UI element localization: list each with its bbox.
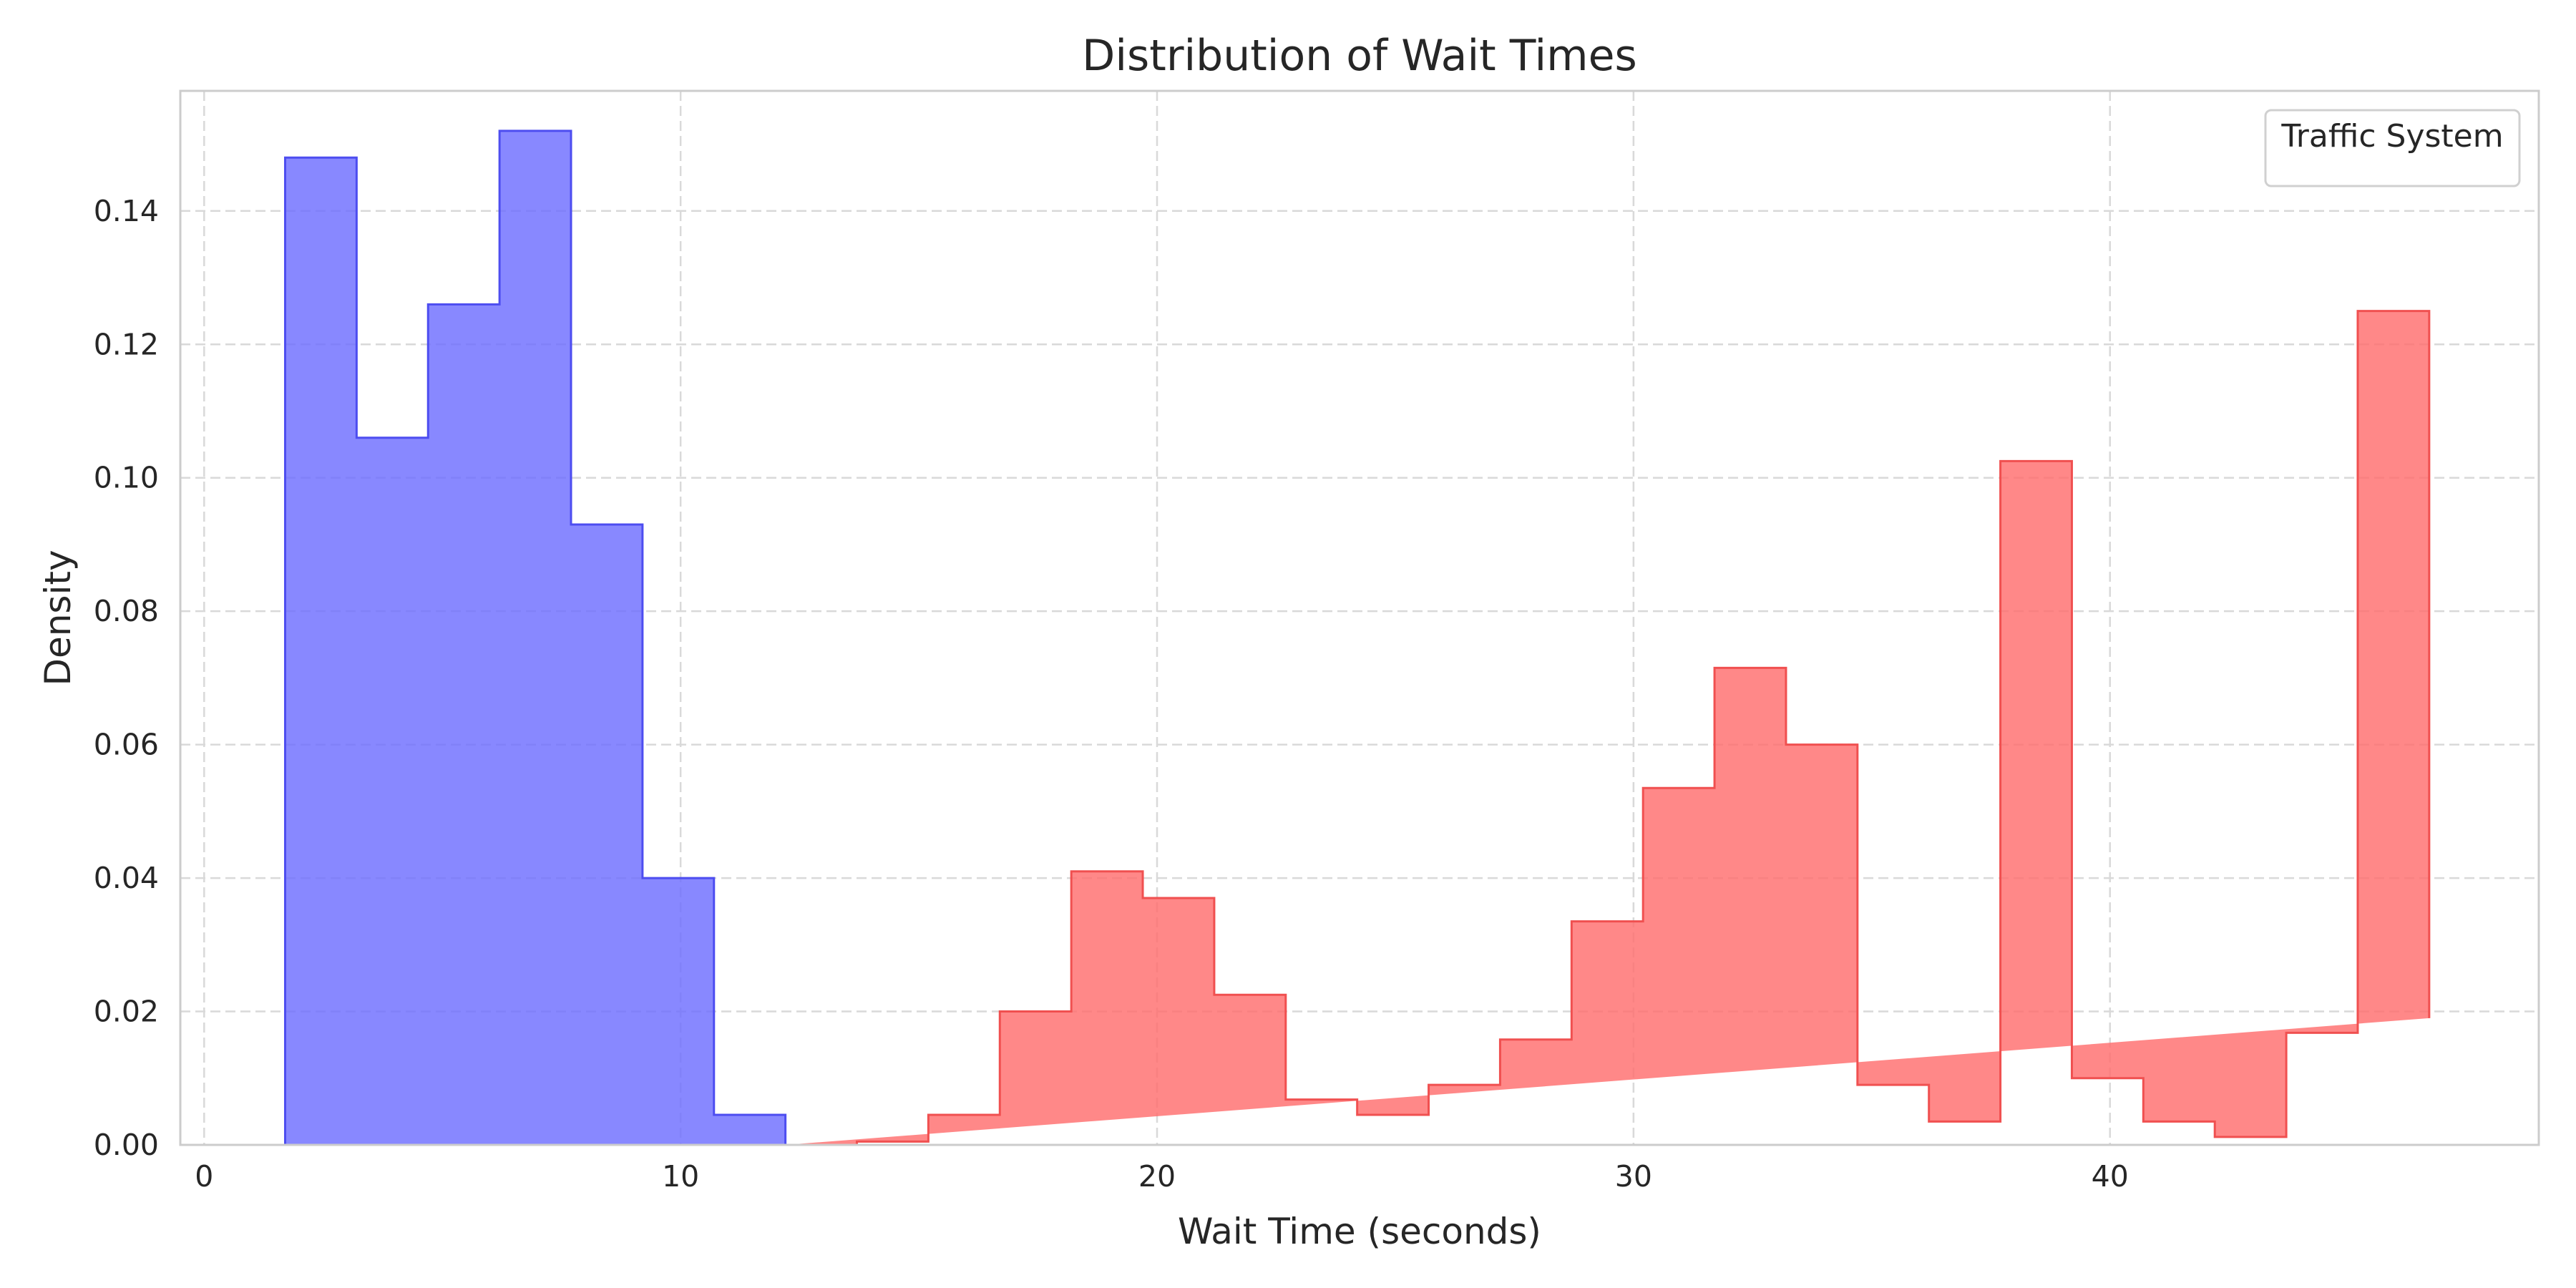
y-axis-label: Density xyxy=(37,550,79,686)
x-axis-label: Wait Time (seconds) xyxy=(1178,1211,1541,1252)
legend-title: Traffic System xyxy=(2280,118,2503,155)
histogram-bars xyxy=(283,130,2431,1146)
y-tick-label: 0.14 xyxy=(94,194,159,228)
histogram-series-1 xyxy=(283,130,787,1146)
x-tick-label: 0 xyxy=(195,1159,213,1194)
chart-title: Distribution of Wait Times xyxy=(1082,31,1637,81)
y-tick-label: 0.04 xyxy=(94,861,159,895)
x-tick-label: 10 xyxy=(662,1159,699,1194)
legend: Traffic System xyxy=(2264,109,2521,187)
y-tick-label: 0.12 xyxy=(94,327,159,361)
y-tick-label: 0.02 xyxy=(94,995,159,1029)
y-tick-label: 0.08 xyxy=(94,594,159,628)
y-axis-ticks: 0.00 0.02 0.04 0.06 0.08 0.10 0.12 0.14 xyxy=(94,194,159,1162)
x-tick-label: 20 xyxy=(1138,1159,1176,1194)
histogram-series-2 xyxy=(785,310,2431,1146)
y-tick-label: 0.00 xyxy=(94,1128,159,1162)
x-axis-ticks: 0 10 20 30 40 xyxy=(195,1159,2129,1194)
x-tick-label: 30 xyxy=(1615,1159,1652,1194)
y-tick-label: 0.06 xyxy=(94,728,159,762)
plot-frame xyxy=(179,89,2540,1146)
y-tick-label: 0.10 xyxy=(94,461,159,495)
legend-box xyxy=(2264,109,2521,187)
x-tick-label: 40 xyxy=(2092,1159,2129,1194)
